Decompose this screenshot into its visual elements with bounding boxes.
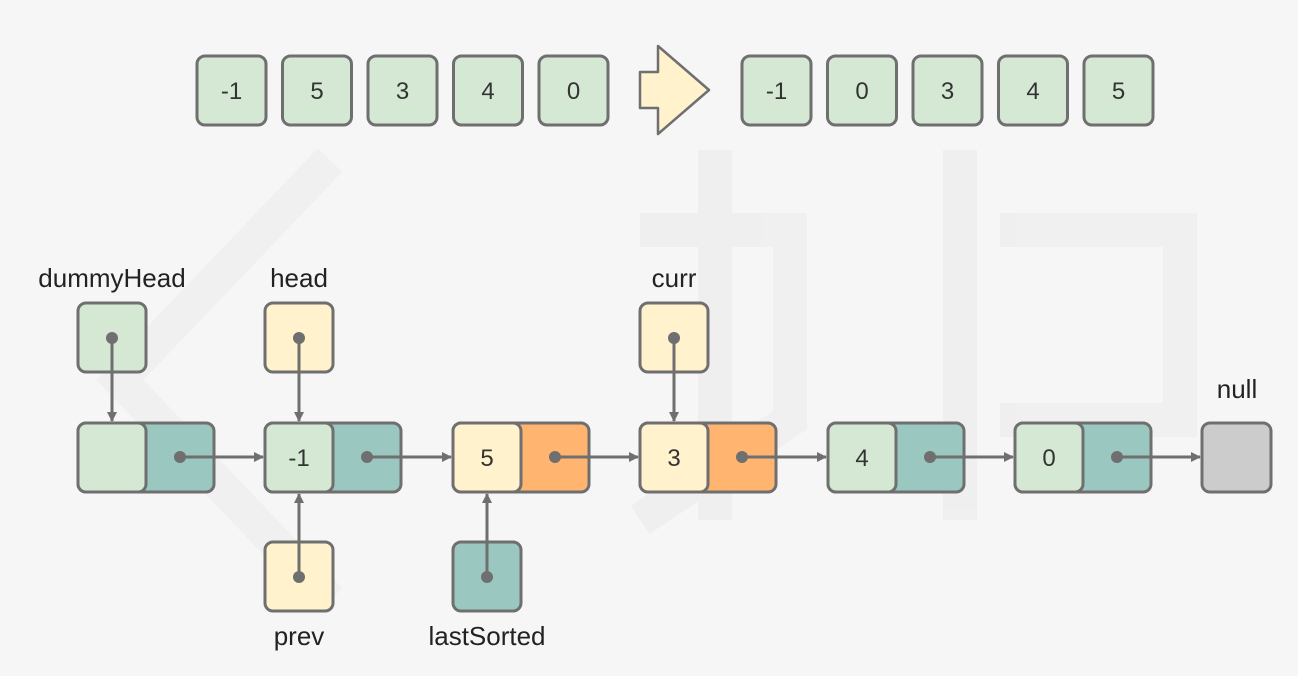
- label-lastsorted: lastSorted: [428, 621, 545, 651]
- list-node: 3: [638, 421, 778, 494]
- before-box: [537, 54, 610, 127]
- before-value: 5: [310, 78, 323, 105]
- after-value: 4: [1026, 78, 1039, 105]
- before-box: [281, 54, 353, 127]
- after-box: [1082, 54, 1155, 127]
- transform-arrow-icon: [638, 44, 711, 136]
- before-value: 4: [481, 78, 494, 105]
- pointer-prev: [263, 493, 335, 613]
- label-dummyhead: dummyHead: [38, 263, 185, 293]
- after-value: 0: [855, 78, 868, 105]
- top-row-after: -1 0 3 4 5: [740, 54, 1155, 127]
- after-box: [826, 54, 898, 127]
- node-value: 5: [480, 445, 493, 472]
- before-value: 3: [396, 78, 409, 105]
- list-node: 0: [1013, 421, 1153, 494]
- label-null: null: [1217, 374, 1257, 404]
- node-value-cell: [1013, 421, 1085, 494]
- after-value: 5: [1112, 78, 1125, 105]
- node-value-cell: [263, 421, 335, 494]
- node-value-cell: [76, 421, 148, 494]
- list-node: 5: [451, 421, 591, 494]
- before-box: [195, 54, 268, 127]
- pointer-head: [263, 301, 335, 422]
- list-node: 4: [826, 421, 966, 494]
- node-value: -1: [288, 445, 309, 472]
- linked-list-nodes: -1 5 3 4 0: [76, 421, 1153, 494]
- node-value-cell: [826, 421, 898, 494]
- list-node: [76, 421, 216, 494]
- after-box: [997, 54, 1069, 127]
- node-value: 4: [855, 445, 868, 472]
- node-value-cell: [638, 421, 710, 494]
- label-head: head: [270, 263, 328, 293]
- before-value: 0: [567, 78, 580, 105]
- pointer-curr: [638, 301, 710, 422]
- after-value: 3: [941, 78, 954, 105]
- after-box: [740, 54, 813, 127]
- list-node: -1: [263, 421, 403, 494]
- node-value-cell: [451, 421, 523, 494]
- label-curr: curr: [652, 263, 697, 293]
- node-value: 0: [1042, 445, 1055, 472]
- before-box: [452, 54, 524, 127]
- pointer-lastsorted: [451, 493, 523, 613]
- after-value: -1: [766, 78, 787, 105]
- after-box: [911, 54, 984, 127]
- before-box: [366, 54, 439, 127]
- null-node: [1200, 421, 1273, 494]
- node-value: 3: [667, 445, 680, 472]
- label-prev: prev: [274, 621, 325, 651]
- pointer-dummyhead: [76, 301, 148, 422]
- top-row-before: -1 5 3 4 0: [195, 54, 610, 127]
- before-value: -1: [221, 78, 242, 105]
- watermark-logo: [96, 148, 1197, 612]
